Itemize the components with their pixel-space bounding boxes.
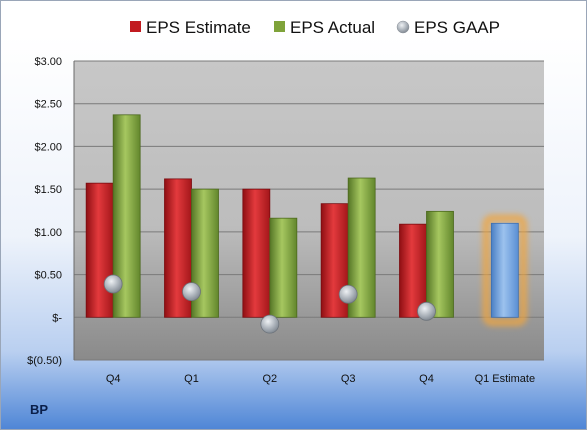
y-tick-label: $0.50 [34,270,62,282]
y-tick-label: $3.00 [34,56,62,68]
estimate-bar [242,188,271,318]
y-tick-label: $2.00 [34,141,62,153]
gaap-marker [103,274,123,294]
legend-label: EPS GAAP [414,18,500,37]
gaap-marker [182,282,201,302]
y-axis: $3.00 $2.50 $2.00 $1.50 $1.00 $0.50 $- $(0.50) [27,56,75,367]
x-tick-label: Q1 Estimate [475,373,536,385]
x-tick-label: Q4 [419,373,434,385]
x-axis: Q4 Q1 Q2 Q3 Q4 Q1 Estimate [106,373,535,385]
gridlines [74,60,544,361]
company-ticker: BP [30,402,49,417]
legend-swatch [130,21,141,32]
x-tick-label: Q1 [184,373,199,385]
gaap-marker [260,314,280,334]
actual-bar [112,114,141,318]
x-tick-label: Q2 [262,373,277,385]
actual-bar [269,217,298,318]
legend-label: EPS Actual [290,18,375,37]
estimate-bar [85,182,114,318]
y-tick-label: $2.50 [34,99,62,111]
gaap-markers [103,274,436,334]
bars [85,114,528,327]
legend-swatch [396,20,410,34]
y-tick-label: $(0.50) [27,355,62,367]
y-tick-label: $1.50 [34,184,62,196]
y-tick-label: $1.00 [34,227,62,239]
forecast-bar [490,222,519,318]
legend-swatch [274,21,285,32]
x-tick-label: Q4 [106,373,121,385]
actual-bar [426,210,454,318]
legend-label: EPS Estimate [146,18,251,37]
estimate-bar [399,223,427,318]
gaap-marker [417,301,436,321]
legend: EPS Estimate EPS Actual EPS GAAP [130,18,500,37]
gaap-marker [338,284,358,304]
forecast-highlight [482,214,528,327]
y-tick-label: $- [52,312,62,324]
x-tick-label: Q3 [341,373,356,385]
plot-area [74,61,544,360]
